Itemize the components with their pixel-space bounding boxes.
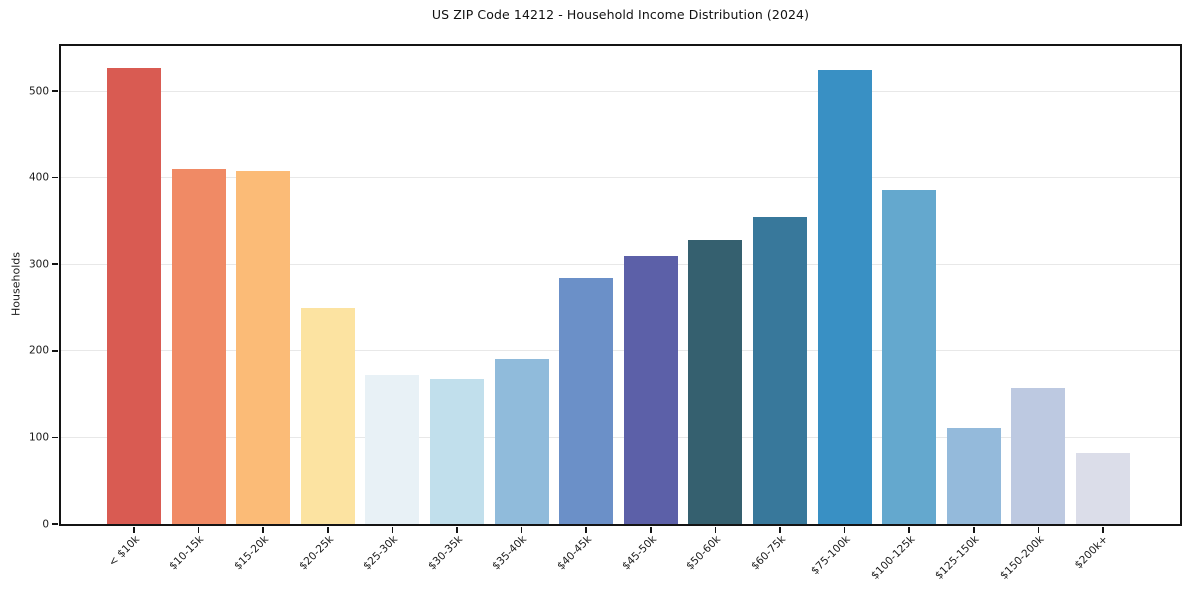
bar [559, 278, 614, 524]
bar [882, 189, 937, 524]
bar [107, 67, 161, 524]
plot-area: 0 100 200 300 400 500 < $10k $10-15k $15-20k $20-… [29, 44, 1182, 582]
x-tick [779, 527, 781, 533]
y-tick-400 [52, 176, 58, 179]
gridline-100 [61, 436, 1180, 438]
bar [236, 170, 291, 524]
x-tick-label: $60-75k [748, 533, 788, 573]
bar [623, 256, 678, 524]
bar [1076, 453, 1130, 524]
x-tick-label: $35-40k [490, 533, 530, 573]
y-tick-100 [52, 436, 58, 439]
x-tick [1102, 527, 1104, 533]
x-tick [327, 527, 329, 533]
bar [171, 168, 226, 524]
x-tick [197, 527, 200, 533]
x-tick-label: $10-15k [167, 533, 207, 573]
x-tick-label: $200k+ [1072, 533, 1111, 572]
x-tick-label: < $10k [106, 533, 142, 569]
bar [300, 308, 355, 524]
x-tick-label: $75-100k [808, 533, 853, 578]
x-tick-label: $150-200k [997, 533, 1047, 582]
x-tick [520, 527, 523, 533]
bar [946, 427, 1001, 524]
chart-title: US ZIP Code 14212 - Household Income Dis… [431, 7, 810, 22]
x-tick-label: $45-50k [619, 533, 659, 573]
x-tick [262, 527, 264, 533]
x-tick [908, 527, 910, 533]
x-tick [585, 527, 587, 533]
x-tick-label: $125-150k [933, 533, 982, 582]
x-tick [973, 527, 975, 533]
bar [494, 358, 549, 524]
y-tick-label: 100 [28, 431, 49, 444]
bar [817, 70, 872, 524]
x-tick [1037, 527, 1040, 533]
y-tick-label: 300 [28, 257, 49, 270]
x-tick [456, 527, 458, 533]
y-tick-label: 500 [28, 84, 49, 97]
y-tick-0 [52, 523, 58, 525]
x-tick-label: $20-25k [296, 533, 336, 573]
x-tick-label: $50-60k [684, 533, 724, 573]
x-tick [133, 527, 135, 533]
bar [688, 239, 743, 524]
bar [430, 379, 484, 524]
y-tick-label: 200 [28, 344, 49, 357]
bar [753, 217, 807, 524]
gridline-400 [61, 177, 1180, 179]
bar [1011, 388, 1066, 524]
x-tick [714, 527, 717, 533]
y-tick-label: 0 [42, 517, 49, 530]
x-tick-label: $25-30k [361, 533, 401, 573]
x-tick-label: $30-35k [425, 533, 465, 573]
x-tick-label: $100-125k [868, 533, 917, 582]
gridline-500 [61, 90, 1180, 92]
gridline-300 [61, 263, 1180, 265]
y-tick-label: 400 [28, 171, 49, 184]
x-tick [843, 527, 846, 533]
x-tick-label: $40-45k [554, 533, 594, 573]
gridline-200 [61, 350, 1180, 352]
x-tick [650, 527, 652, 533]
x-tick [391, 527, 394, 533]
y-tick-500 [52, 90, 58, 92]
bar [365, 375, 420, 524]
x-tick-label: $15-20k [231, 533, 271, 573]
y-tick-200 [52, 350, 58, 352]
y-tick-300 [52, 263, 58, 265]
